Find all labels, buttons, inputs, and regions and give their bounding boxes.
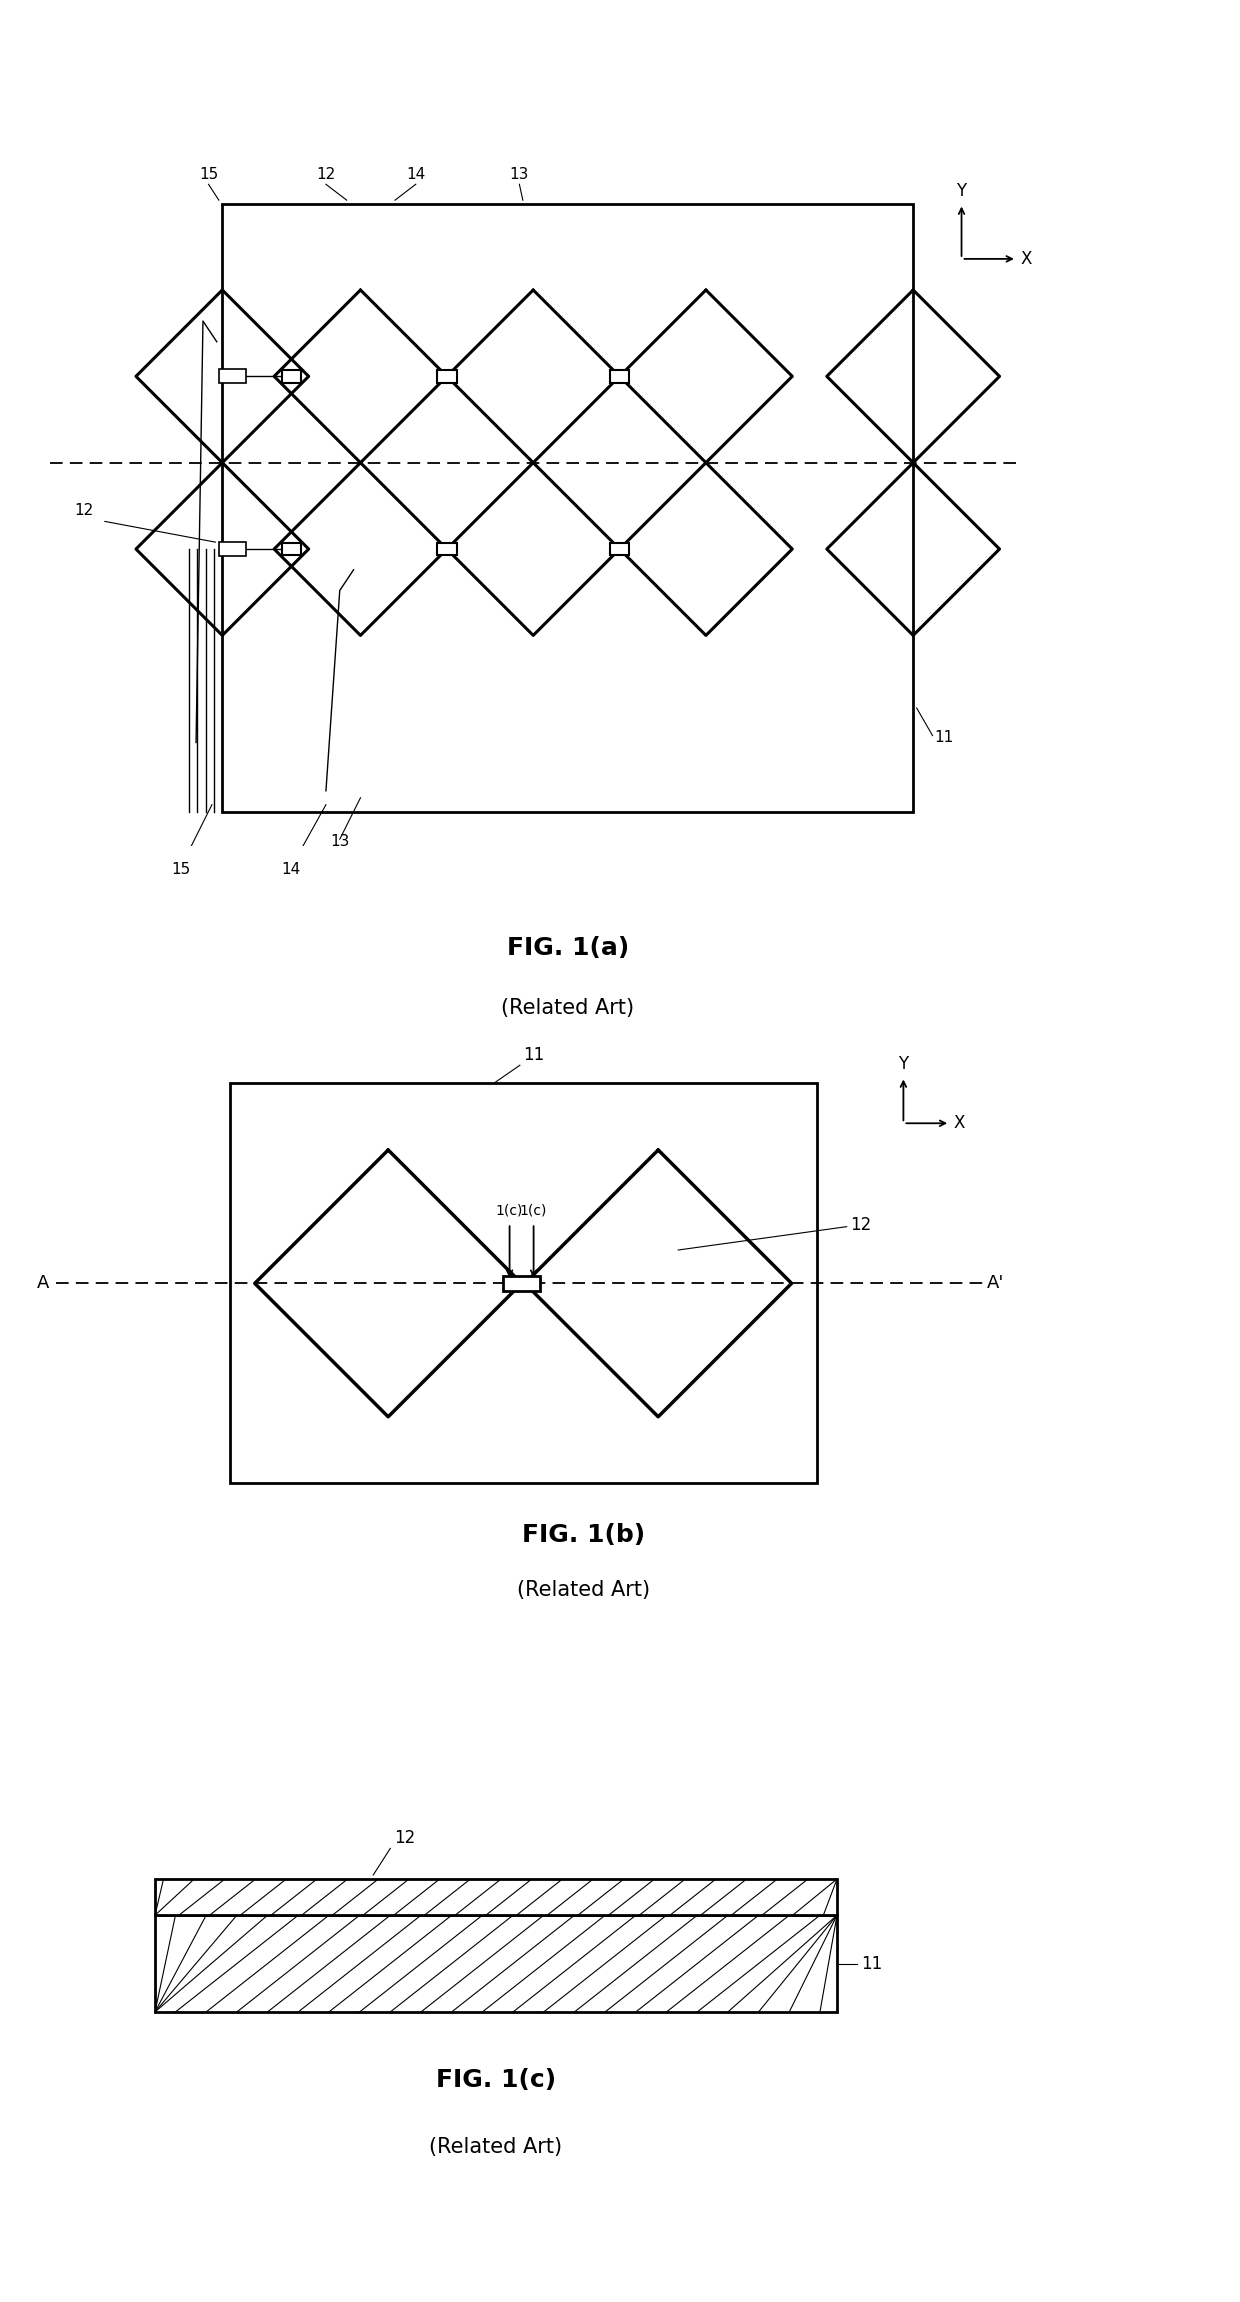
Bar (610, 371, 629, 382)
Text: 11: 11 (861, 1954, 882, 1973)
Text: A: A (37, 1275, 50, 1291)
Text: Y: Y (898, 1054, 909, 1073)
Text: 12: 12 (851, 1215, 872, 1234)
Text: FIG. 1(c): FIG. 1(c) (436, 2067, 556, 2093)
Text: 14: 14 (281, 861, 301, 877)
Text: 11: 11 (523, 1045, 544, 1064)
Bar (229, 1084, 817, 1482)
Text: X: X (954, 1114, 965, 1133)
Bar (219, 543, 247, 557)
Text: 1(c): 1(c) (496, 1204, 523, 1218)
Bar (438, 543, 456, 555)
Text: A': A' (987, 1275, 1004, 1291)
Text: Y: Y (956, 182, 967, 200)
Text: 12: 12 (316, 168, 336, 182)
Bar (503, 1275, 539, 1291)
Text: X: X (1021, 251, 1032, 267)
Text: (Related Art): (Related Art) (501, 999, 635, 1017)
Bar (222, 203, 913, 813)
Text: 12: 12 (74, 502, 94, 518)
Text: 13: 13 (510, 168, 529, 182)
Text: 1(c): 1(c) (520, 1204, 547, 1218)
Bar (610, 543, 629, 555)
Bar (155, 1878, 837, 1915)
Text: 15: 15 (171, 861, 191, 877)
Bar (219, 368, 247, 382)
Bar (281, 543, 301, 555)
Text: (Related Art): (Related Art) (517, 1579, 650, 1600)
Bar (438, 371, 456, 382)
Bar (155, 1915, 837, 2012)
Text: FIG. 1(b): FIG. 1(b) (522, 1524, 645, 1547)
Text: 13: 13 (330, 833, 350, 849)
Bar (281, 371, 301, 382)
Text: 14: 14 (407, 168, 425, 182)
Text: 11: 11 (934, 730, 954, 746)
Text: (Related Art): (Related Art) (429, 2136, 563, 2157)
Text: FIG. 1(a): FIG. 1(a) (507, 937, 629, 960)
Text: 12: 12 (394, 1828, 415, 1846)
Text: 15: 15 (198, 168, 218, 182)
